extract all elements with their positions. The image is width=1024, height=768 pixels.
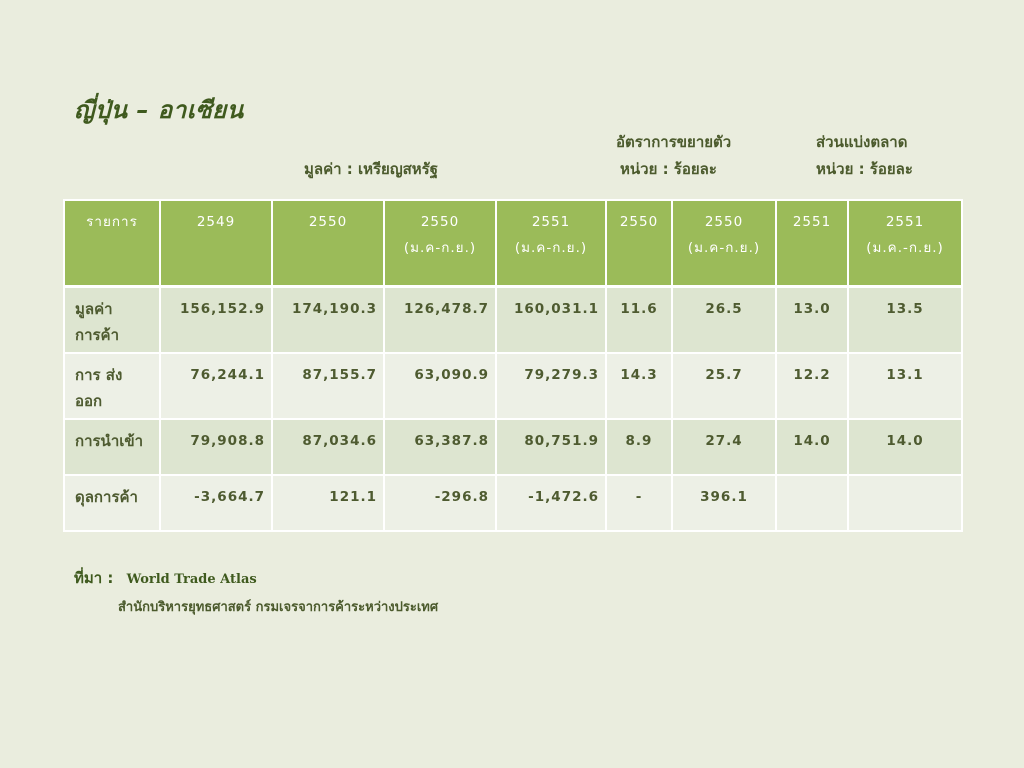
table-cell: 13.1 bbox=[847, 352, 963, 420]
column-header: 2550 bbox=[271, 199, 385, 288]
value-unit-label: มูลค่า : เหรียญสหรัฐ bbox=[304, 160, 438, 178]
table-cell bbox=[775, 474, 849, 532]
table-cell: 13.5 bbox=[847, 285, 963, 354]
page-title: ญี่ปุ่น – อาเซียน bbox=[74, 96, 244, 124]
column-header: 2550 (ม.ค-ก.ย.) bbox=[671, 199, 777, 288]
table-cell: 126,478.7 bbox=[383, 285, 497, 354]
table-cell bbox=[847, 474, 963, 532]
column-header: 2550 (ม.ค-ก.ย.) bbox=[383, 199, 497, 288]
row-label: มูลค่า การค้า bbox=[63, 285, 161, 354]
table-cell: 14.0 bbox=[847, 418, 963, 476]
table-cell: 80,751.9 bbox=[495, 418, 607, 476]
row-label: การ ส่งออก bbox=[63, 352, 161, 420]
table-cell: 8.9 bbox=[605, 418, 673, 476]
source-name: World Trade Atlas bbox=[126, 572, 257, 587]
table-cell: 174,190.3 bbox=[271, 285, 385, 354]
column-header: 2551 (ม.ค-ก.ย.) bbox=[495, 199, 607, 288]
table-row: การนำเข้า 79,908.8 87,034.6 63,387.8 80,… bbox=[63, 418, 963, 476]
source-line: ที่มา : World Trade Atlas bbox=[74, 566, 257, 590]
table-cell: -1,472.6 bbox=[495, 474, 607, 532]
table-cell: 27.4 bbox=[671, 418, 777, 476]
share-unit-label: หน่วย : ร้อยละ bbox=[816, 160, 913, 178]
source-label: ที่มา : bbox=[74, 569, 114, 587]
table-cell: 13.0 bbox=[775, 285, 849, 354]
table-cell: 25.7 bbox=[671, 352, 777, 420]
table-cell: 63,387.8 bbox=[383, 418, 497, 476]
table-cell: 79,908.8 bbox=[159, 418, 273, 476]
table-row: การ ส่งออก 76,244.1 87,155.7 63,090.9 79… bbox=[63, 352, 963, 420]
growth-unit-label: หน่วย : ร้อยละ bbox=[620, 160, 717, 178]
table-cell: 87,034.6 bbox=[271, 418, 385, 476]
column-header: 2550 bbox=[605, 199, 673, 288]
column-header: 2549 bbox=[159, 199, 273, 288]
table-row: ดุลการค้า -3,664.7 121.1 -296.8 -1,472.6… bbox=[63, 474, 963, 532]
table-cell: -296.8 bbox=[383, 474, 497, 532]
table-cell: 11.6 bbox=[605, 285, 673, 354]
table-cell: 63,090.9 bbox=[383, 352, 497, 420]
table-cell: 14.0 bbox=[775, 418, 849, 476]
table-header-row: รายการ 2549 2550 2550 (ม.ค-ก.ย.) 2551 (ม.ค… bbox=[63, 199, 963, 288]
table-cell: 156,152.9 bbox=[159, 285, 273, 354]
table-cell: 87,155.7 bbox=[271, 352, 385, 420]
table-cell: 121.1 bbox=[271, 474, 385, 532]
share-title: ส่วนแบ่งตลาด bbox=[816, 133, 908, 151]
column-header: 2551 (ม.ค.-ก.ย.) bbox=[847, 199, 963, 288]
row-label: การนำเข้า bbox=[63, 418, 161, 476]
column-header: 2551 bbox=[775, 199, 849, 288]
table-cell: 12.2 bbox=[775, 352, 849, 420]
table-cell: 79,279.3 bbox=[495, 352, 607, 420]
growth-title: อัตราการขยายตัว bbox=[616, 133, 732, 151]
row-label: ดุลการค้า bbox=[63, 474, 161, 532]
trade-table: รายการ 2549 2550 2550 (ม.ค-ก.ย.) 2551 (ม.ค… bbox=[63, 199, 963, 532]
table-cell: 160,031.1 bbox=[495, 285, 607, 354]
source-agency: สำนักบริหารยุทธศาสตร์ กรมเจรจาการค้าระหว… bbox=[118, 600, 439, 615]
table-cell: 396.1 bbox=[671, 474, 777, 532]
table-row: มูลค่า การค้า 156,152.9 174,190.3 126,47… bbox=[63, 285, 963, 354]
column-header: รายการ bbox=[63, 199, 161, 288]
table-cell: 14.3 bbox=[605, 352, 673, 420]
table-cell: -3,664.7 bbox=[159, 474, 273, 532]
table-cell: 76,244.1 bbox=[159, 352, 273, 420]
table-cell: 26.5 bbox=[671, 285, 777, 354]
table-cell: - bbox=[605, 474, 673, 532]
